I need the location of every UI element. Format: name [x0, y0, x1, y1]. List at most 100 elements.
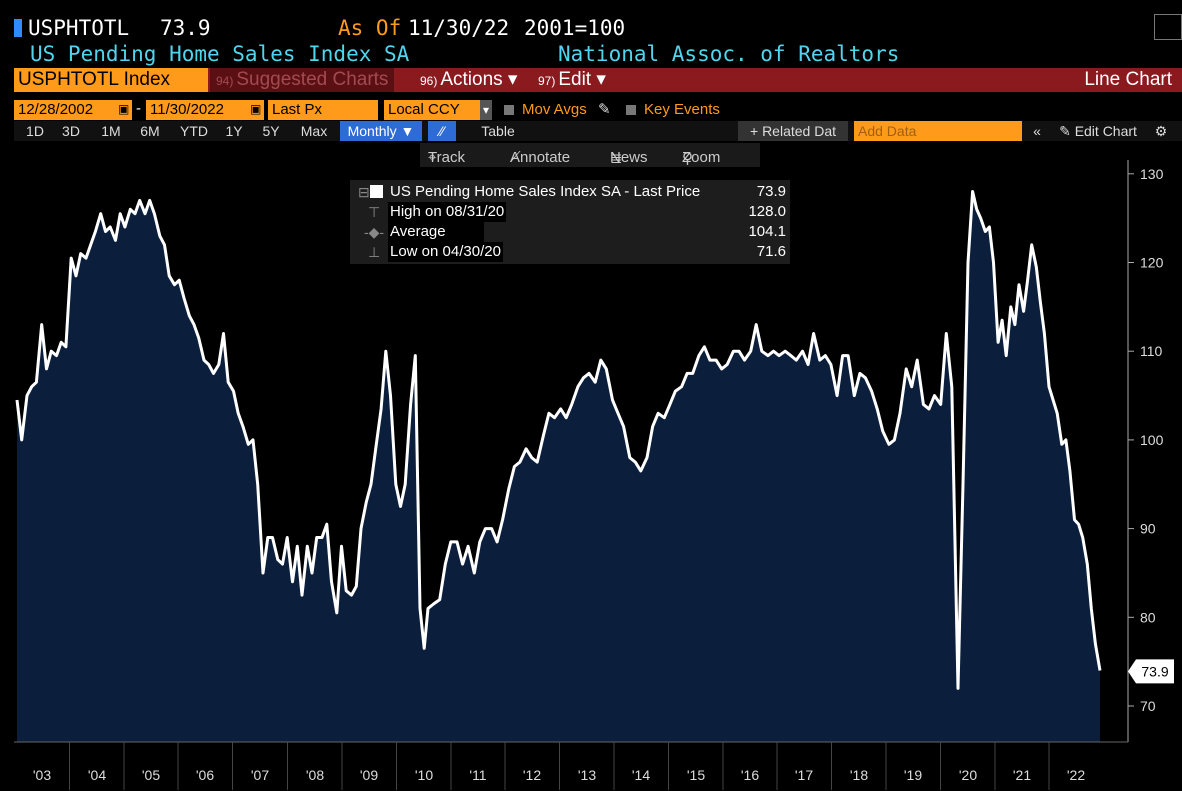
track-label: Track: [428, 149, 465, 166]
end-date-field[interactable]: 11/30/2022: [146, 100, 264, 120]
period-max[interactable]: Max: [300, 123, 328, 139]
actions-num: 96): [420, 74, 438, 88]
x-tick-label: '17: [795, 767, 813, 783]
end-calendar-icon[interactable]: ▣: [250, 102, 262, 116]
edit-chart-button[interactable]: ✎ Edit Chart: [1050, 121, 1146, 141]
y-tick-label: 100: [1140, 432, 1164, 448]
x-tick-label: '19: [904, 767, 922, 783]
field-select[interactable]: Last Px: [268, 100, 378, 120]
low-marker-icon: ⊥: [368, 244, 381, 260]
table-button[interactable]: Table: [481, 123, 515, 139]
news-label: News: [610, 149, 648, 166]
x-tick-label: '15: [687, 767, 705, 783]
collapse-icon[interactable]: «: [1033, 123, 1041, 139]
last-value-tag: [1128, 659, 1174, 684]
as-of-date: 11/30/22: [408, 16, 510, 40]
x-tick-label: '05: [142, 767, 160, 783]
legend-low-row: ⊥ Low on 04/30/20 71.6: [350, 242, 790, 262]
actions-menu[interactable]: 96) Actions ▾: [414, 68, 523, 92]
legend-high-label: High on 08/31/20: [388, 202, 507, 222]
y-tick-label: 80: [1140, 609, 1156, 625]
index-base: 2001=100: [524, 16, 626, 40]
magnifier-icon: ⚲: [682, 150, 693, 167]
x-tick-label: '12: [523, 767, 541, 783]
period-ytd[interactable]: YTD: [180, 123, 208, 139]
zoom-label: Zoom: [682, 149, 721, 166]
legend-low-value: 71.6: [756, 243, 786, 260]
legend-series-row: ⊟ US Pending Home Sales Index SA - Last …: [350, 182, 790, 202]
x-tick-label: '10: [415, 767, 433, 783]
series-swatch[interactable]: [370, 185, 383, 198]
chart-tools: ⌖ Track ⟋ Annotate ≣ News ⚲ Zoom: [420, 143, 760, 167]
currency-select[interactable]: Local CCY: [384, 100, 492, 120]
x-tick-label: '20: [959, 767, 977, 783]
last-price: 73.9: [160, 16, 211, 40]
legend-average-value: 104.1: [748, 223, 786, 240]
start-calendar-icon[interactable]: ▣: [118, 102, 130, 116]
x-tick-label: '03: [33, 767, 51, 783]
average-marker-icon: -◆-: [364, 224, 385, 240]
edit-chart-pencil-icon: ✎: [1059, 123, 1075, 139]
chart-type-label[interactable]: Line Chart: [1084, 69, 1172, 90]
edit-chart-label: Edit Chart: [1074, 123, 1137, 139]
series-source: National Assoc. of Realtors: [558, 42, 900, 66]
date-separator: -: [136, 100, 141, 117]
security-marker: [14, 19, 22, 37]
chart-style-icon[interactable]: ⁄⁄: [428, 121, 456, 141]
frequency-select[interactable]: Monthly ▼: [340, 121, 422, 141]
period-1d[interactable]: 1D: [26, 123, 44, 139]
legend-high-row: ⊤ High on 08/31/20 128.0: [350, 202, 790, 222]
as-of-label: As Of: [338, 16, 402, 40]
period-1y[interactable]: 1Y: [225, 123, 243, 139]
y-tick-label: 120: [1140, 255, 1164, 271]
key-events-checkbox[interactable]: [626, 105, 636, 115]
suggested-charts-menu[interactable]: 94) Suggested Charts: [210, 68, 395, 92]
x-tick-label: '14: [632, 767, 650, 783]
annotate-icon: ⟋: [510, 149, 521, 166]
currency-dropdown-icon[interactable]: ▾: [480, 100, 492, 120]
legend-average-row: -◆- Average 104.1: [350, 222, 790, 242]
field-value: Last Px: [272, 101, 323, 118]
x-tick-label: '18: [850, 767, 868, 783]
collapse-legend-icon[interactable]: ⊟: [358, 184, 370, 200]
legend-average-label: Average: [388, 222, 484, 242]
ticker[interactable]: USPHTOTL: [28, 16, 130, 40]
suggested-num: 94): [216, 74, 234, 88]
series-line[interactable]: [15, 190, 1102, 690]
period-1m[interactable]: 1M: [101, 123, 121, 139]
period-6m[interactable]: 6M: [140, 123, 160, 139]
y-tick-label: 90: [1140, 521, 1156, 537]
end-date-value: 11/30/2022: [150, 101, 224, 118]
x-tick-label: '08: [306, 767, 324, 783]
period-3d[interactable]: 3D: [62, 123, 80, 139]
pencil-icon[interactable]: ✎: [598, 101, 611, 118]
y-tick-label: 70: [1140, 698, 1156, 714]
x-tick-label: '22: [1067, 767, 1085, 783]
edit-label: Edit ▾: [558, 69, 606, 90]
y-tick-label: 110: [1140, 343, 1163, 359]
x-tick-label: '16: [741, 767, 759, 783]
related-data-button[interactable]: + Related Dat: [738, 121, 848, 141]
edit-menu[interactable]: 97) Edit ▾: [532, 68, 612, 92]
mov-avgs-checkbox[interactable]: [504, 105, 514, 115]
period-5y[interactable]: 5Y: [262, 123, 280, 139]
settings-gear-icon[interactable]: ⚙: [1154, 123, 1168, 139]
controls-row: 12/28/2002 ▣ - 11/30/2022 ▣ Last Px Loca…: [14, 100, 1182, 122]
start-date-field[interactable]: 12/28/2002: [14, 100, 132, 120]
legend-series-label: US Pending Home Sales Index SA - Last Pr…: [390, 183, 701, 200]
x-tick-label: '21: [1013, 767, 1031, 783]
title-row: US Pending Home Sales Index SA National …: [0, 42, 1182, 68]
mov-avgs-label[interactable]: Mov Avgs: [522, 101, 587, 118]
security-field[interactable]: USPHTOTL Index: [14, 68, 208, 92]
menu-bar: USPHTOTL Index 94) Suggested Charts 96) Ac…: [14, 68, 1182, 92]
chart-legend: ⊟ US Pending Home Sales Index SA - Last …: [350, 180, 790, 264]
x-tick-label: '09: [360, 767, 378, 783]
actions-label: Actions ▾: [440, 69, 518, 90]
key-events-label[interactable]: Key Events: [644, 101, 720, 118]
series-title: US Pending Home Sales Index SA: [30, 42, 410, 66]
add-data-input[interactable]: Add Data: [854, 121, 1022, 141]
series-area: [17, 191, 1100, 742]
x-tick-label: '04: [88, 767, 106, 783]
legend-low-label: Low on 04/30/20: [388, 242, 503, 262]
